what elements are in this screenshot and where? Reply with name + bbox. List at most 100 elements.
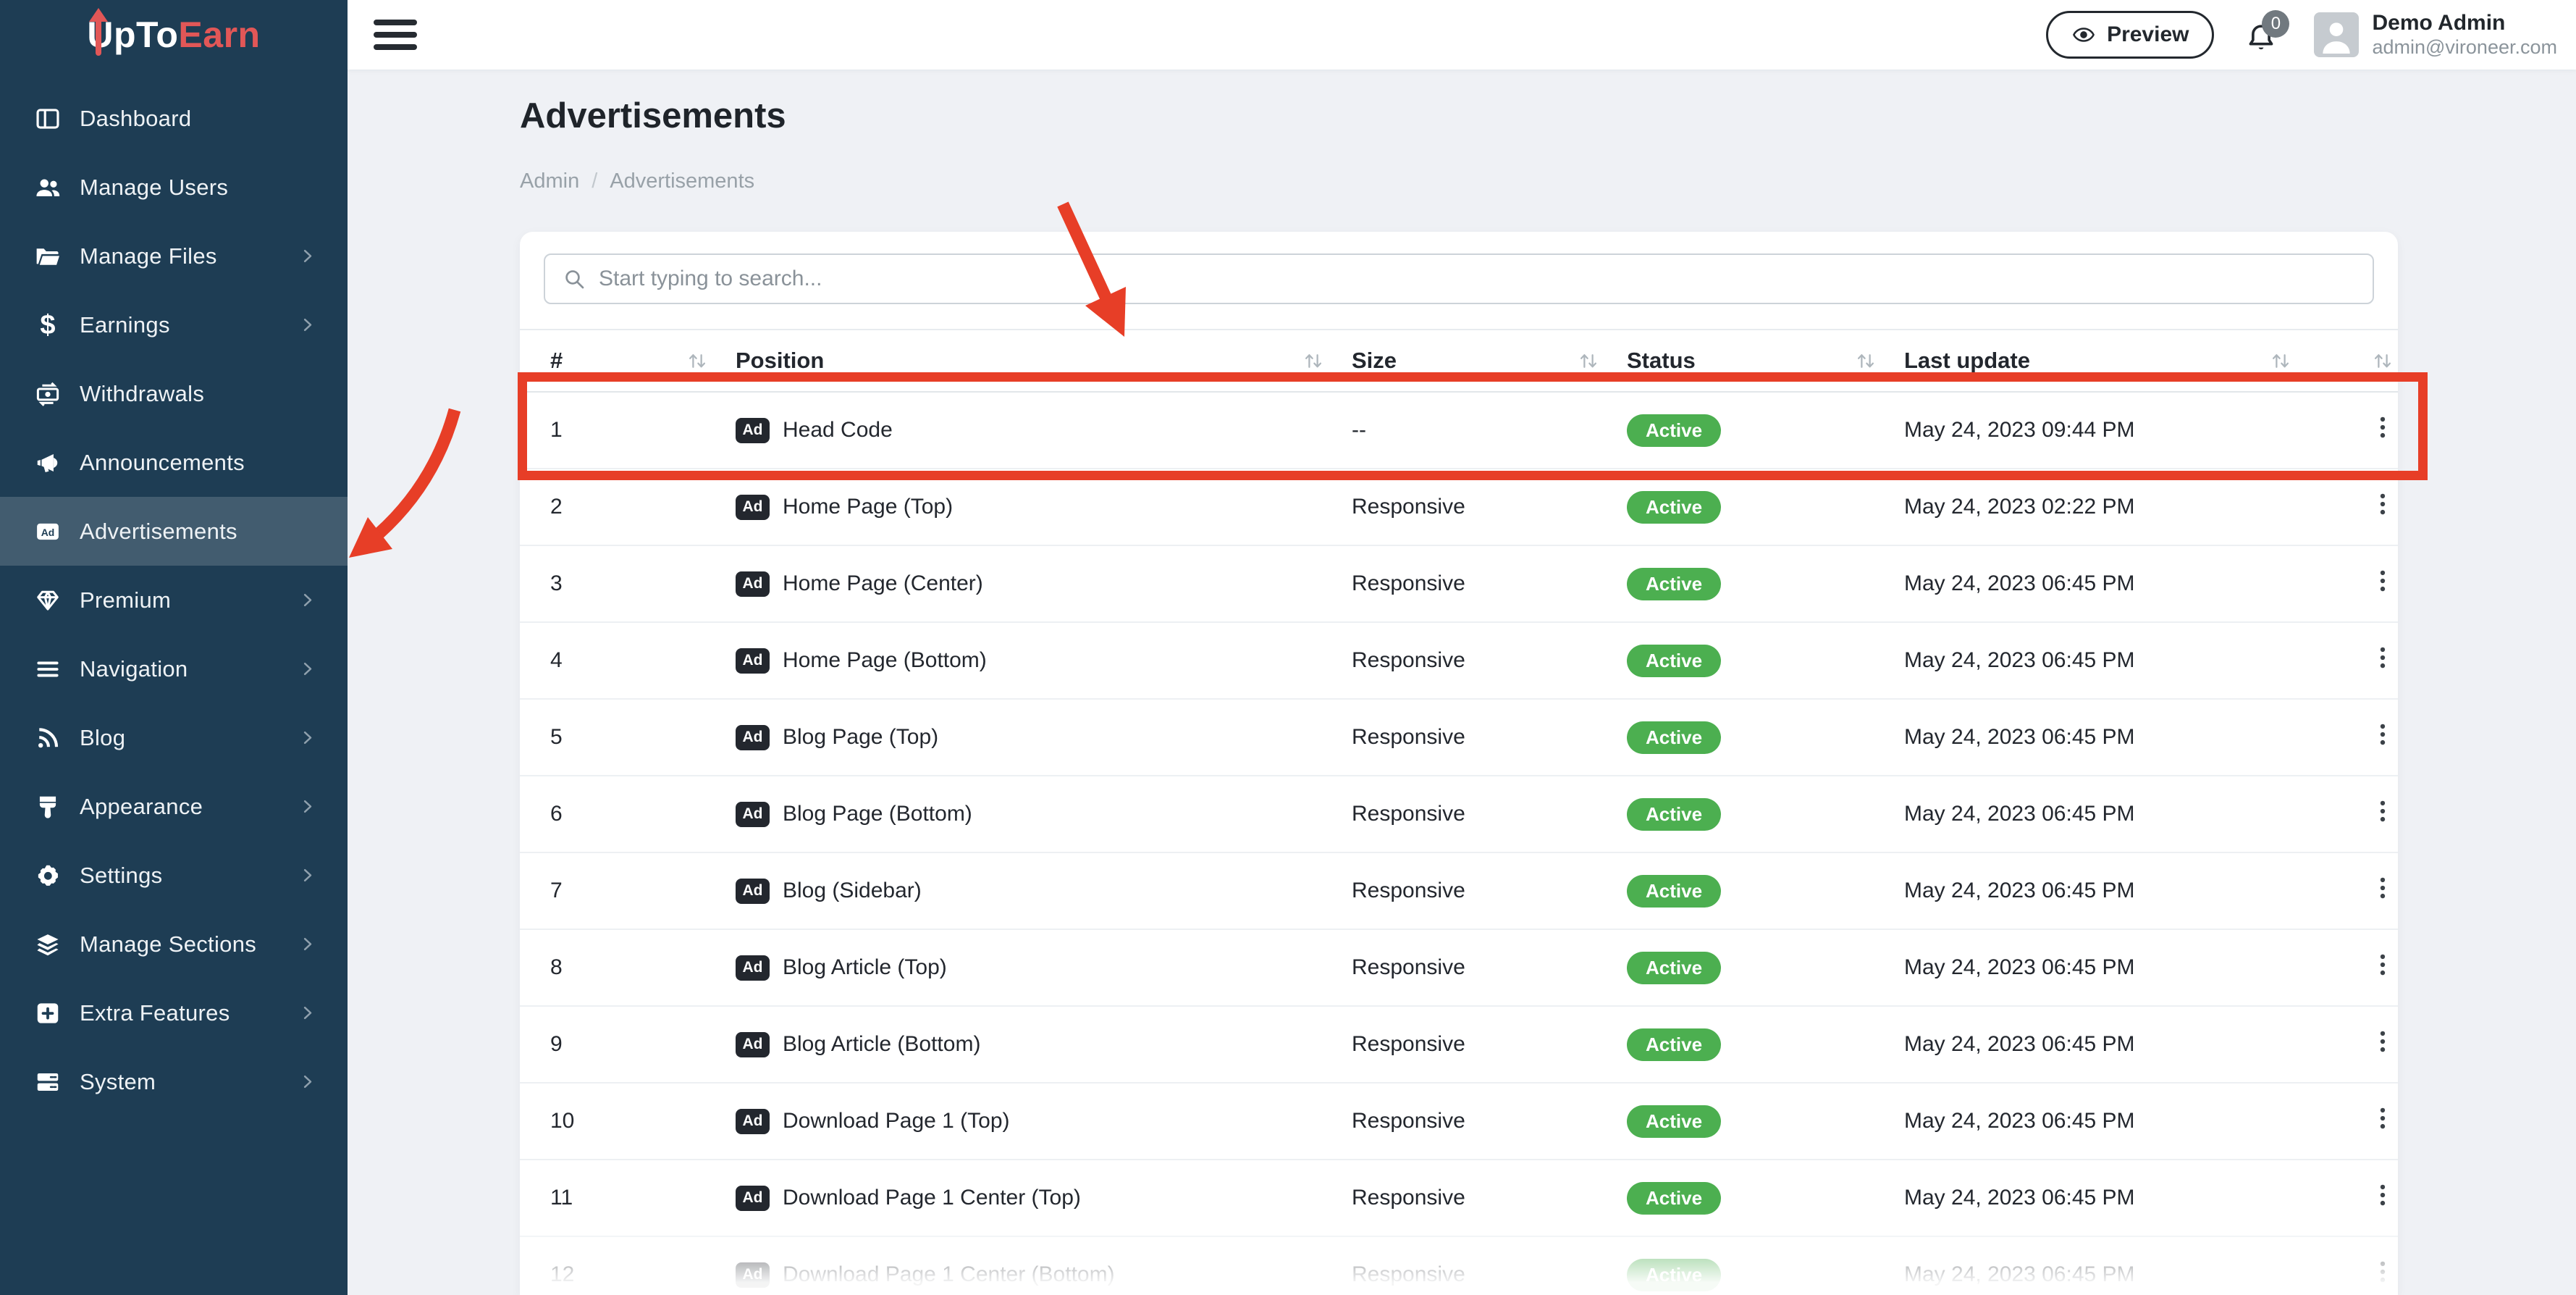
sidebar-item-label: Announcements — [80, 449, 245, 475]
status-badge: Active — [1627, 644, 1722, 677]
ad-icon: Ad — [736, 955, 770, 981]
sidebar-item-announcements[interactable]: Announcements — [0, 428, 348, 497]
topbar: Preview 0 Demo Admin admin@vironeer.com — [348, 0, 2576, 70]
row-size: Responsive — [1352, 1006, 1627, 1084]
rss-icon — [33, 724, 62, 753]
menu-icon — [374, 20, 417, 25]
chevron-right-icon — [298, 1072, 317, 1091]
ad-icon: Ad — [736, 417, 770, 443]
sidebar-item-label: Manage Files — [80, 243, 217, 269]
menu-toggle-button[interactable] — [374, 20, 417, 50]
row-size: Responsive — [1352, 1160, 1627, 1237]
advertisements-table: # Position Size Status Last update 1 Ad … — [520, 329, 2398, 1295]
sidebar-item-manage-files[interactable]: Manage Files — [0, 222, 348, 290]
table-row[interactable]: 4 Ad Home Page (Bottom) Responsive Activ… — [520, 622, 2398, 700]
row-actions-button[interactable] — [2369, 490, 2396, 518]
table-row[interactable]: 3 Ad Home Page (Center) Responsive Activ… — [520, 545, 2398, 623]
breadcrumb-current: Advertisements — [610, 169, 755, 193]
table-row[interactable]: 10 Ad Download Page 1 (Top) Responsive A… — [520, 1083, 2398, 1160]
sidebar-item-label: Premium — [80, 587, 172, 613]
sidebar: UpToEarn Dashboard Manage Users Manage F… — [0, 0, 348, 1295]
row-actions-button[interactable] — [2369, 1181, 2396, 1209]
row-actions-button[interactable] — [2369, 1028, 2396, 1055]
column-header-num: # — [550, 348, 563, 373]
sort-icon[interactable] — [2372, 350, 2394, 372]
sidebar-item-appearance[interactable]: Appearance — [0, 772, 348, 841]
row-size: Responsive — [1352, 776, 1627, 853]
ad-icon: Ad — [736, 1108, 770, 1134]
row-position: Home Page (Center) — [783, 571, 983, 595]
breadcrumb: Admin / Advertisements — [520, 169, 754, 193]
row-actions-button[interactable] — [2369, 567, 2396, 595]
table-row[interactable]: 8 Ad Blog Article (Top) Responsive Activ… — [520, 929, 2398, 1007]
row-actions-button[interactable] — [2369, 951, 2396, 978]
sort-icon[interactable] — [2270, 350, 2291, 372]
row-actions-button[interactable] — [2369, 874, 2396, 902]
user-email: admin@vironeer.com — [2372, 35, 2557, 58]
dashboard-icon — [33, 104, 62, 133]
ad-icon: Ad — [736, 648, 770, 674]
status-badge: Active — [1627, 951, 1722, 984]
search-input[interactable] — [599, 267, 2355, 291]
row-actions-button[interactable] — [2369, 414, 2396, 441]
table-row[interactable]: 5 Ad Blog Page (Top) Responsive Active M… — [520, 699, 2398, 776]
row-size: Responsive — [1352, 929, 1627, 1007]
sidebar-item-withdrawals[interactable]: Withdrawals — [0, 359, 348, 428]
user-menu[interactable]: Demo Admin admin@vironeer.com — [2314, 10, 2557, 59]
row-number: 5 — [520, 699, 736, 776]
table-row[interactable]: 6 Ad Blog Page (Bottom) Responsive Activ… — [520, 776, 2398, 853]
row-number: 12 — [520, 1236, 736, 1295]
column-header-last-update: Last update — [1904, 348, 2030, 373]
brand-logo[interactable]: UpToEarn — [0, 0, 348, 70]
row-actions-button[interactable] — [2369, 644, 2396, 671]
sidebar-item-earnings[interactable]: $ Earnings — [0, 290, 348, 359]
sidebar-item-manage-users[interactable]: Manage Users — [0, 153, 348, 222]
sidebar-item-advertisements[interactable]: Ad Advertisements — [0, 497, 348, 566]
sort-icon[interactable] — [686, 350, 708, 372]
row-actions-button[interactable] — [2369, 721, 2396, 748]
row-position: Home Page (Top) — [783, 495, 954, 519]
sidebar-item-settings[interactable]: Settings — [0, 841, 348, 910]
sidebar-item-extra-features[interactable]: Extra Features — [0, 978, 348, 1047]
gear-icon — [33, 861, 62, 890]
breadcrumb-admin[interactable]: Admin — [520, 169, 580, 193]
row-actions-button[interactable] — [2369, 1105, 2396, 1132]
sort-icon[interactable] — [1302, 350, 1324, 372]
row-actions-button[interactable] — [2369, 797, 2396, 825]
row-actions-button[interactable] — [2369, 1258, 2396, 1286]
search-box — [544, 253, 2374, 304]
row-position: Blog (Sidebar) — [783, 879, 922, 902]
table-row[interactable]: 2 Ad Home Page (Top) Responsive Active M… — [520, 469, 2398, 546]
chevron-right-icon — [298, 797, 317, 816]
sort-icon[interactable] — [1855, 350, 1877, 372]
layers-icon — [33, 930, 62, 959]
sidebar-item-dashboard[interactable]: Dashboard — [0, 84, 348, 153]
sidebar-item-label: Navigation — [80, 655, 188, 682]
table-row[interactable]: 11 Ad Download Page 1 Center (Top) Respo… — [520, 1160, 2398, 1237]
gem-icon — [33, 586, 62, 615]
notifications-button[interactable]: 0 — [2244, 10, 2290, 54]
row-number: 4 — [520, 622, 736, 700]
status-badge: Active — [1627, 1258, 1722, 1291]
row-last-update: May 24, 2023 06:45 PM — [1904, 776, 2369, 853]
users-icon — [33, 173, 62, 202]
ad-icon: Ad — [736, 1031, 770, 1057]
sidebar-item-navigation[interactable]: Navigation — [0, 634, 348, 703]
table-row[interactable]: 12 Ad Download Page 1 Center (Bottom) Re… — [520, 1236, 2398, 1295]
table-row[interactable]: 7 Ad Blog (Sidebar) Responsive Active Ma… — [520, 852, 2398, 930]
ad-icon: Ad — [736, 801, 770, 827]
topbar-right: Preview 0 Demo Admin admin@vironeer.com — [2046, 10, 2557, 59]
sidebar-item-manage-sections[interactable]: Manage Sections — [0, 910, 348, 978]
row-position: Blog Page (Top) — [783, 725, 939, 749]
preview-button-label: Preview — [2107, 22, 2189, 46]
table-row[interactable]: 9 Ad Blog Article (Bottom) Responsive Ac… — [520, 1006, 2398, 1084]
sidebar-item-system[interactable]: System — [0, 1047, 348, 1116]
row-number: 6 — [520, 776, 736, 853]
sidebar-item-premium[interactable]: Premium — [0, 566, 348, 634]
search-icon — [563, 267, 586, 290]
ad-icon: Ad — [736, 724, 770, 750]
sidebar-item-blog[interactable]: Blog — [0, 703, 348, 772]
table-row[interactable]: 1 Ad Head Code -- Active May 24, 2023 09… — [520, 392, 2398, 469]
preview-button[interactable]: Preview — [2046, 11, 2215, 59]
sort-icon[interactable] — [1578, 350, 1599, 372]
